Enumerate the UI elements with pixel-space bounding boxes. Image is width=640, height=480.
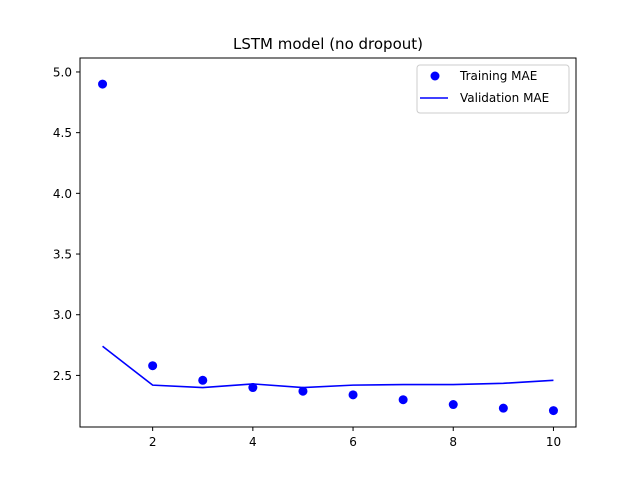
y-tick-label: 4.5	[53, 126, 72, 140]
training-mae-point	[498, 403, 508, 413]
plot-area: 2 4 6 8 10 2.5 3.0 3.5 4.0 4.5 5.0	[53, 65, 561, 449]
x-tick-label: 4	[249, 435, 257, 449]
y-tick-label: 4.0	[53, 187, 72, 201]
training-mae-point	[248, 383, 258, 393]
legend-box	[416, 64, 570, 114]
y-tick-label: 5.0	[53, 65, 72, 79]
validation-mae-line	[102, 345, 554, 389]
plot-frame	[79, 57, 577, 428]
x-tick-label: 10	[546, 435, 561, 449]
legend-validation-label: Validation MAE	[460, 91, 549, 105]
y-tick-label: 2.5	[53, 369, 72, 383]
training-mae-point	[398, 395, 408, 405]
training-mae-point	[298, 386, 308, 396]
legend-training-marker	[430, 71, 440, 81]
x-tick-label: 6	[349, 435, 357, 449]
training-mae-point	[148, 361, 158, 371]
training-mae-point	[348, 390, 358, 400]
y-tick-label: 3.0	[53, 308, 72, 322]
legend: Training MAE Validation MAE	[416, 64, 570, 114]
x-tick-label: 2	[149, 435, 157, 449]
legend-training-label: Training MAE	[459, 69, 537, 83]
chart-title: LSTM model (no dropout)	[233, 35, 423, 53]
training-mae-point	[198, 375, 208, 385]
training-mae-point	[98, 79, 108, 89]
training-mae-point	[448, 400, 458, 410]
training-mae-point	[548, 406, 558, 416]
y-tick-label: 3.5	[53, 248, 72, 262]
x-tick-label: 8	[449, 435, 457, 449]
